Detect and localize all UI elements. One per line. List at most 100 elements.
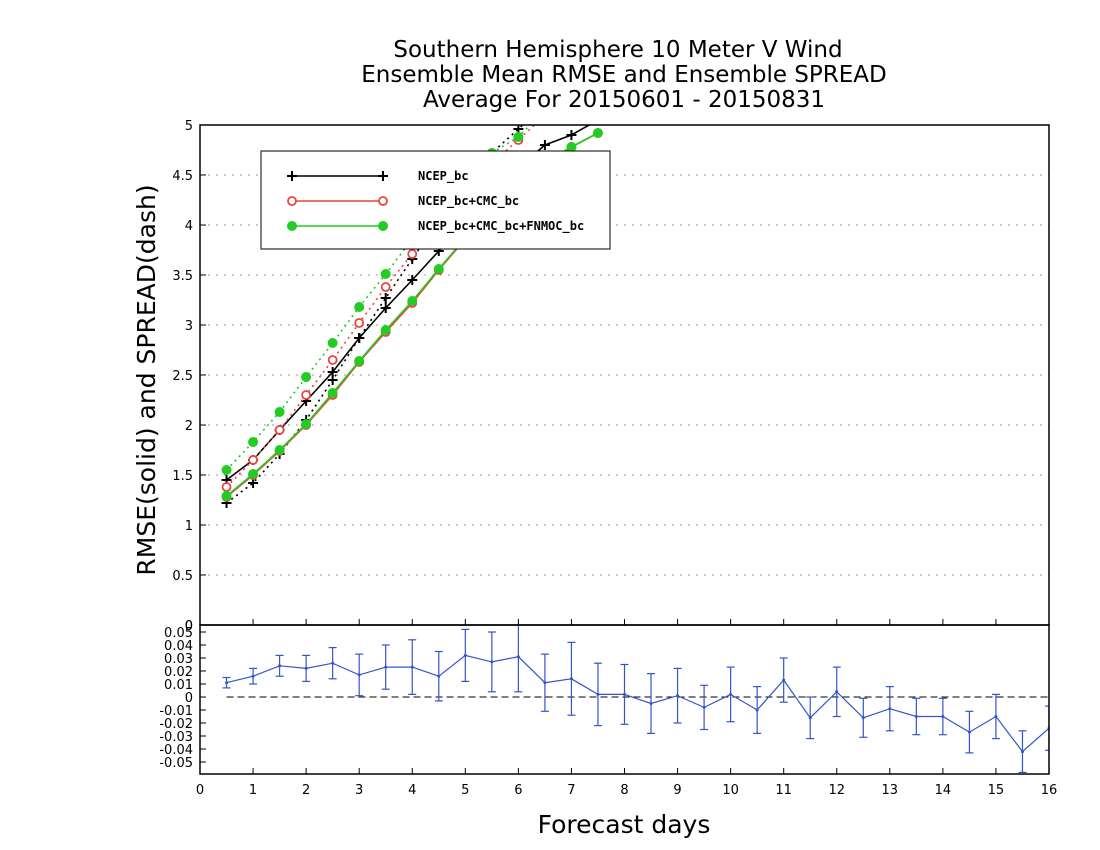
error-bar [938,697,947,736]
series-3-rmse-point [327,388,338,398]
difference-point [782,678,786,682]
error-bar [726,666,735,723]
x-axis-ticks: 0 1 2 3 4 5 6 7 8 9 10 11 12 13 14 15 16 [196,619,1057,798]
bottom-y-tick-label: 0.03 [164,652,193,667]
chart-title-line-2: Ensemble Mean RMSE and Ensemble SPREAD [361,62,886,88]
series-3-spread-point [301,372,312,382]
difference-point [808,716,812,720]
difference-point [729,692,733,696]
difference-point [623,692,626,696]
bottom-y-tick-label: -0.02 [159,717,193,732]
bottom-y-tick-label: 0.02 [164,665,193,680]
difference-point [437,674,441,678]
error-bar [408,639,417,696]
error-bar [593,662,602,727]
error-bar [885,685,894,732]
error-bar [461,628,470,683]
error-bar [779,657,788,703]
x-tick-label: 1 [249,783,257,798]
error-bar [540,653,549,712]
error-bar [673,667,682,724]
difference-point [755,708,759,712]
series-2-spread-point [327,355,338,365]
series-2-spread-point [407,249,418,259]
x-tick-label: 15 [988,783,1005,798]
chart-title-line-1: Southern Hemisphere 10 Meter V Wind [393,37,842,63]
error-bar [567,641,576,716]
y-tick-label: 3.5 [172,269,193,284]
y-tick-label: 4 [185,219,193,234]
difference-point [596,692,600,696]
error-bar [991,693,1000,740]
difference-point [994,715,998,718]
error-bar [302,654,311,683]
difference-point [278,664,282,668]
series-3-spread-point [248,437,259,447]
y-axis-label: RMSE(solid) and SPREAD(dash) [132,184,161,575]
series-1-rmse-point [327,367,338,377]
bottom-y-tick-label: 0.04 [164,639,193,654]
legend-box [260,150,611,250]
error-bar [381,644,390,690]
series-1-rmse-point [380,303,391,313]
difference-point [225,681,229,685]
series-3-rmse-point [221,491,232,501]
error-bar [355,653,364,697]
difference-point [357,673,361,677]
difference-point [569,677,573,681]
difference-point [304,666,308,670]
difference-point [331,661,335,665]
bottom-panel-series [222,625,1049,774]
x-tick-label: 0 [196,783,204,798]
error-bar [806,696,815,740]
bottom-y-tick-label: 0.05 [164,626,193,641]
difference-point [1020,750,1024,754]
legend-label: NCEP_bc+CMC_bc+FNMOC_bc [418,219,584,234]
chart-title: Southern Hemisphere 10 Meter V Wind Ense… [361,37,886,113]
series-3-rmse-point [354,356,365,366]
x-tick-label: 9 [673,783,681,798]
top-panel-y-ticks: 0 0.5 1 1.5 2 2.5 3 3.5 4 4.5 5 [172,119,206,634]
legend-label: NCEP_bc [418,169,469,184]
difference-point [251,674,255,678]
series-2-spread-point [380,282,391,292]
series-2-spread-point [354,318,365,328]
y-tick-label: 0 [185,619,193,634]
legend-label: NCEP_bc+CMC_bc [418,194,519,209]
difference-point [384,665,388,669]
series-3-rmse-point [592,128,603,138]
series-1-rmse-point [354,333,365,343]
series-1-rmse-point [539,140,550,150]
x-tick-label: 11 [775,783,792,798]
legend-marker-end [378,171,388,181]
legend-marker-end [378,221,388,231]
error-bar [328,646,337,680]
difference-point [914,715,918,718]
x-tick-label: 16 [1041,783,1058,798]
top-panel: 0 0.5 1 1.5 2 2.5 3 3.5 4 4.5 5 NCEP_bc NCEP_bc+CMC… [172,119,1050,634]
error-bar [275,654,284,677]
series-3-spread-point [513,132,524,142]
series-2-spread-point [248,455,258,465]
difference-point [490,660,494,664]
top-panel-grid [200,174,1049,576]
difference-point [516,655,520,659]
series-3-spread-point [221,465,232,475]
error-bar [514,625,523,693]
x-tick-label: 7 [567,783,575,798]
bottom-y-tick-label: -0.01 [159,704,193,719]
difference-point [649,702,653,705]
bottom-panel-y-ticks: 0.050.040.030.020.010-0.01-0.02-0.03-0.0… [159,619,206,771]
error-bar [487,631,496,693]
series-3-rmse-point [433,264,444,274]
x-tick-label: 4 [408,783,416,798]
y-tick-label: 0.5 [172,569,193,584]
error-bar [753,685,762,735]
difference-point [967,730,971,734]
error-bar [434,650,443,702]
error-bar [965,710,974,754]
series-3-spread-point [327,338,338,348]
series-3-spread-point [380,269,391,279]
difference-point [410,665,414,669]
error-bar [700,684,709,731]
